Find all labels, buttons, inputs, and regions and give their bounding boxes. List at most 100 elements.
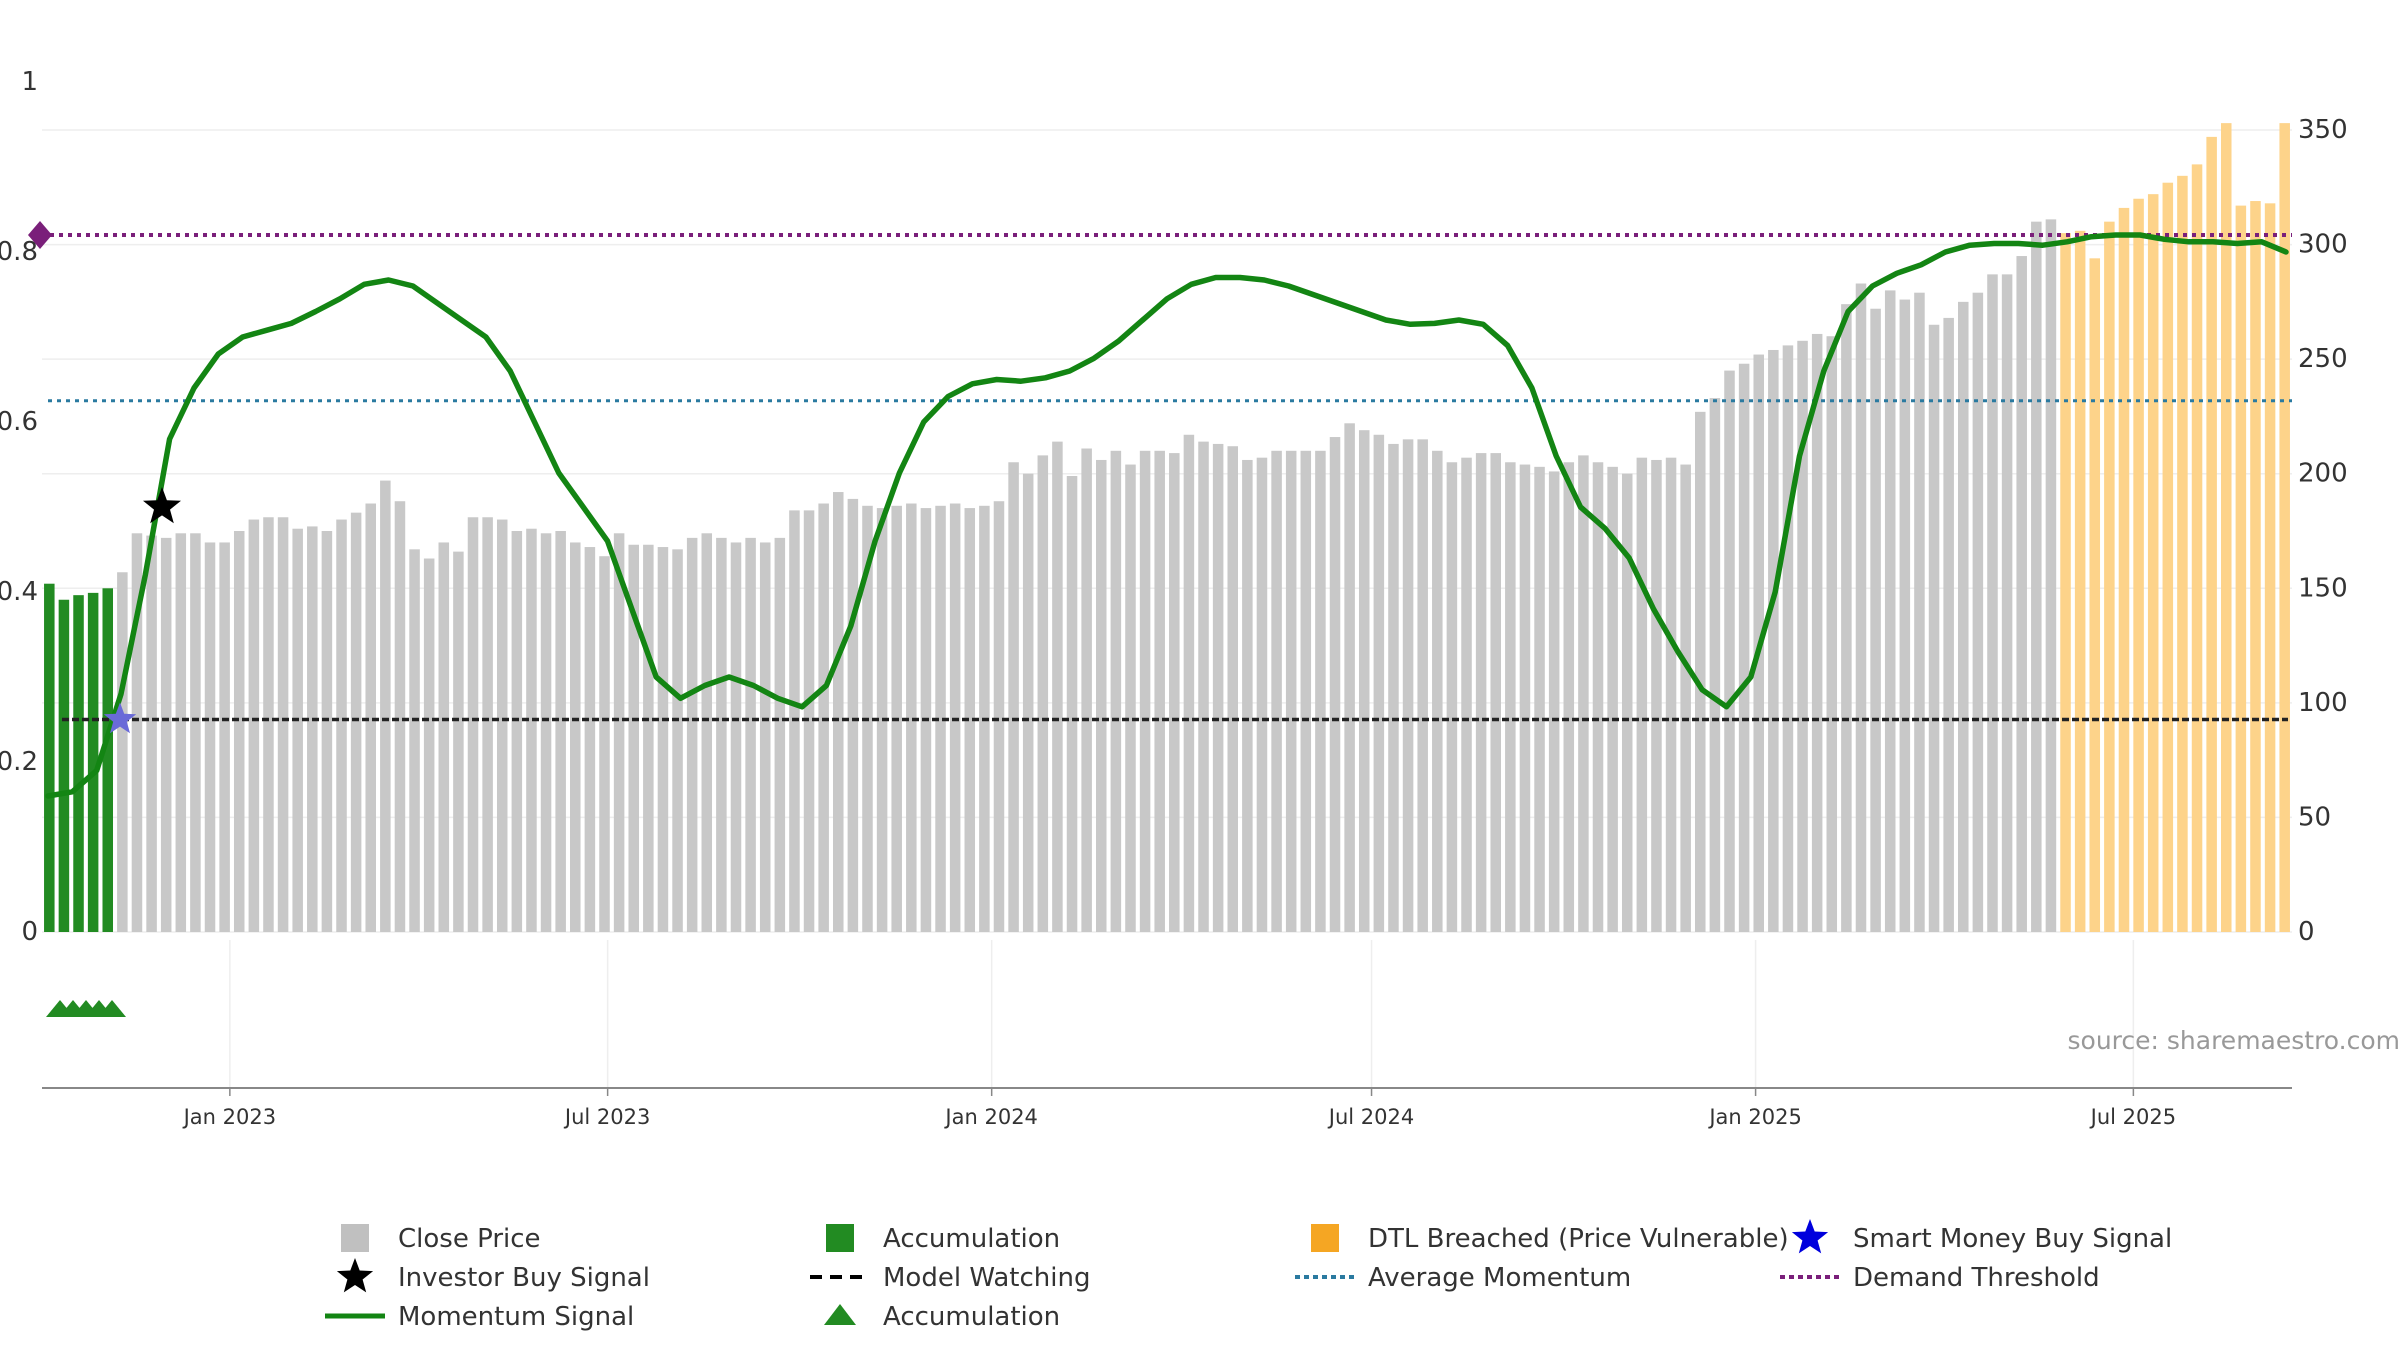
close-price-bar	[613, 533, 625, 932]
right-axis-tick-label: 50	[2298, 802, 2331, 832]
legend-star-icon	[336, 1258, 374, 1293]
close-price-bar	[570, 542, 581, 932]
close-price-bar	[336, 519, 347, 932]
close-price-bar	[628, 544, 639, 932]
legend-label: Accumulation	[883, 1302, 1060, 1332]
close-price-bar	[1680, 464, 1691, 932]
axes: 0 50 100 150 200 250 300 350 0 0.2 0.4 0.6 0.8 1 Jan 2…	[0, 67, 2348, 1129]
close-price-bar	[102, 588, 114, 932]
close-price-bar	[1548, 471, 1560, 932]
close-price-bar	[759, 542, 771, 932]
close-price-bar	[2045, 219, 2057, 932]
close-price-bar	[160, 537, 172, 932]
close-price-bar	[263, 517, 274, 932]
left-axis-tick-label: 0.6	[0, 407, 38, 437]
close-price-bar	[2220, 123, 2232, 932]
close-price-bar	[833, 492, 844, 932]
close-price-bar	[584, 547, 596, 932]
close-price-bar	[44, 583, 55, 932]
close-price-bar	[1958, 301, 1969, 932]
close-price-bar	[1563, 462, 1575, 932]
close-price-bar	[87, 592, 99, 932]
close-price-bar	[1461, 457, 1472, 932]
close-price-bar	[292, 528, 303, 932]
close-price-bar	[716, 537, 727, 932]
close-price-bar	[1899, 299, 1911, 933]
close-price-bar	[1066, 476, 1078, 932]
close-price-bar	[1870, 308, 1881, 932]
close-price-bar	[2177, 175, 2188, 933]
close-price-bar	[1578, 455, 1589, 932]
close-price-bar	[1914, 292, 1925, 933]
legend-label: Smart Money Buy Signal	[1853, 1224, 2172, 1254]
close-price-bar	[1052, 441, 1063, 932]
close-price-bar	[307, 526, 318, 932]
x-axis-tick-label: Jul 2024	[1327, 1105, 1414, 1129]
close-price-bar	[131, 533, 143, 932]
close-price-bar	[1607, 466, 1618, 932]
close-price-bar	[1855, 283, 1867, 932]
close-price-bar	[482, 517, 493, 932]
x-axis-tick-label: Jul 2023	[563, 1105, 650, 1129]
close-price-bar	[1256, 457, 1268, 932]
close-price-bar	[2074, 230, 2086, 932]
close-price-bar	[1475, 453, 1487, 932]
x-axis-tick-label: Jul 2025	[2089, 1105, 2176, 1129]
close-price-bar	[2264, 203, 2276, 933]
source-note: source: sharemaestro.com	[2068, 1026, 2400, 1055]
close-price-bar	[1987, 274, 1998, 932]
close-price-bar	[701, 533, 713, 932]
legend-label: DTL Breached (Price Vulnerable)	[1368, 1224, 1789, 1254]
close-price-bar	[1212, 443, 1224, 932]
close-price-bar	[1300, 450, 1312, 932]
legend-triangle-icon	[824, 1304, 856, 1325]
close-price-bar	[2001, 274, 2013, 932]
close-price-bar	[1446, 462, 1458, 932]
right-axis-tick-label: 350	[2298, 115, 2348, 145]
close-price-bar	[1665, 457, 1677, 932]
close-price-bar	[2250, 201, 2261, 932]
close-price-bar	[1183, 434, 1195, 932]
close-price-bar	[2147, 194, 2159, 932]
close-price-bar	[1432, 450, 1443, 932]
close-price-bar	[993, 501, 1005, 932]
accumulation-triangle	[98, 1000, 126, 1017]
close-price-bar	[1972, 292, 1984, 933]
close-price-bar	[1592, 462, 1604, 932]
close-price-bar	[1519, 464, 1531, 932]
left-axis-tick-label: 0	[21, 917, 38, 947]
close-price-bar	[1841, 304, 1852, 932]
close-price-bar	[803, 510, 815, 932]
close-price-bar	[1636, 457, 1648, 932]
close-price-bar	[964, 508, 976, 932]
close-price-bar	[117, 572, 128, 932]
close-price-bar	[1139, 450, 1151, 932]
close-price-bar	[277, 517, 289, 932]
close-price-bar	[730, 542, 742, 932]
close-price-bar	[540, 533, 552, 932]
legend-label: Model Watching	[883, 1263, 1090, 1293]
legend: Close Price Accumulation DTL Breached (Pri…	[325, 1219, 2172, 1332]
close-price-bar	[657, 547, 669, 932]
close-price-bar	[1125, 464, 1136, 932]
right-axis-tick-label: 300	[2298, 230, 2348, 260]
close-price-bar	[73, 595, 84, 932]
right-axis-tick-label: 0	[2298, 917, 2315, 947]
close-price-bar	[233, 531, 245, 932]
close-price-bar	[2279, 123, 2290, 932]
close-price-bar	[1490, 453, 1501, 932]
close-price-bar	[394, 501, 406, 932]
demand-threshold-diamond	[28, 221, 52, 249]
close-price-bar	[1621, 473, 1633, 932]
close-price-bar	[1169, 453, 1180, 932]
close-price-bar	[1271, 450, 1282, 932]
left-axis-top-label: 1	[21, 67, 38, 97]
x-axis-tick-label: Jan 2023	[182, 1105, 277, 1129]
close-price-bar	[350, 512, 362, 932]
close-price-bar	[423, 558, 435, 932]
close-price-bar	[380, 480, 391, 932]
close-price-bar	[1709, 398, 1721, 932]
close-price-bar	[204, 542, 216, 932]
close-price-bar	[935, 505, 946, 932]
investor-buy-signal-star	[143, 487, 181, 524]
